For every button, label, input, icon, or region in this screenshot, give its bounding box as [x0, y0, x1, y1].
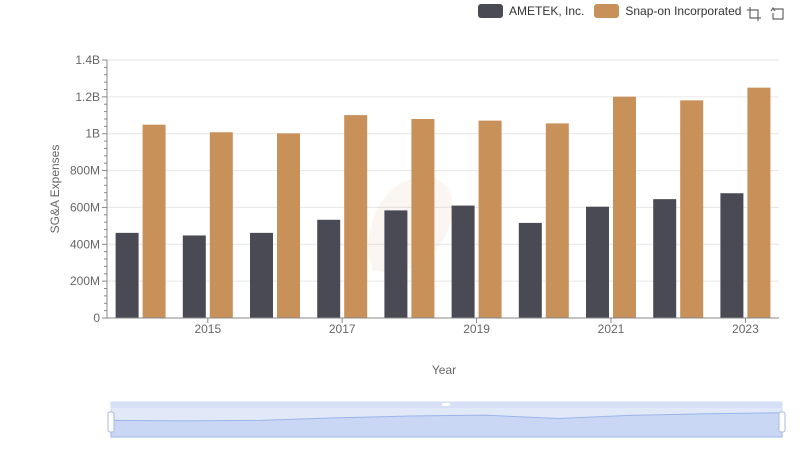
- bar-snap-on-2014[interactable]: [142, 124, 166, 318]
- bar-ametek-2018[interactable]: [384, 210, 408, 318]
- bar-snap-on-2022[interactable]: [680, 100, 704, 318]
- bar-snap-on-2018[interactable]: [411, 118, 435, 318]
- legend-swatch-ametek: [478, 4, 503, 18]
- data-zoom-move-handle[interactable]: [442, 403, 450, 406]
- y-tick-label: 600M: [70, 200, 100, 214]
- data-zoom-left-handle[interactable]: [107, 411, 115, 433]
- bar-ametek-2016[interactable]: [250, 232, 273, 318]
- data-zoom-right-handle[interactable]: [778, 411, 786, 433]
- toolbox: [746, 6, 786, 22]
- bar-snap-on-2015[interactable]: [209, 132, 233, 318]
- axes: [102, 59, 779, 323]
- bar-ametek-2023[interactable]: [720, 193, 744, 318]
- y-tick-label: 1.2B: [75, 90, 100, 104]
- bar-snap-on-2023[interactable]: [747, 87, 771, 319]
- bar-ametek-2021[interactable]: [586, 206, 609, 318]
- bar-snap-on-2020[interactable]: [545, 123, 569, 318]
- y-tick-label: 200M: [70, 274, 100, 288]
- bar-snap-on-2016[interactable]: [277, 133, 300, 318]
- x-tick-label: 2021: [598, 322, 625, 336]
- y-tick-label: 1.4B: [75, 53, 100, 67]
- legend-label-ametek: AMETEK, Inc.: [509, 4, 585, 18]
- legend-item-ametek[interactable]: AMETEK, Inc.: [478, 4, 584, 18]
- watermark-logo: [368, 177, 454, 273]
- restore-icon[interactable]: [770, 6, 786, 22]
- bar-ametek-2020[interactable]: [518, 222, 542, 318]
- bar-ametek-2014[interactable]: [115, 232, 139, 318]
- tick-labels: 0 200M 400M 600M 800M 1B 1.2B 1.4B 2015 2017 2019 2…: [70, 53, 759, 336]
- bar-ametek-2019[interactable]: [451, 205, 475, 318]
- y-tick-label: 800M: [70, 164, 100, 178]
- legend-item-snap-on[interactable]: Snap-on Incorporated: [594, 4, 741, 18]
- x-tick-label: 2017: [329, 322, 356, 336]
- y-tick-label: 0: [93, 311, 100, 325]
- bar-ametek-2017[interactable]: [317, 219, 341, 318]
- legend-swatch-snap-on: [594, 4, 620, 18]
- bars: [115, 87, 771, 319]
- y-tick-label: 1B: [85, 127, 100, 141]
- zoom-icon[interactable]: [746, 6, 762, 22]
- x-tick-label: 2015: [194, 322, 221, 336]
- y-tick-label: 400M: [70, 237, 100, 251]
- legend-label-snap-on: Snap-on Incorporated: [625, 4, 742, 18]
- x-tick-label: 2023: [732, 322, 759, 336]
- x-tick-label: 2019: [463, 322, 490, 336]
- data-zoom-slider[interactable]: [107, 401, 786, 438]
- bar-ametek-2022[interactable]: [653, 199, 677, 318]
- legend: AMETEK, Inc. Snap-on Incorporated: [478, 4, 741, 18]
- y-axis-label: SG&A Expenses: [48, 145, 62, 234]
- bar-ametek-2015[interactable]: [182, 235, 206, 318]
- bar-snap-on-2019[interactable]: [478, 120, 502, 318]
- x-axis-label: Year: [432, 363, 456, 377]
- bar-snap-on-2021[interactable]: [613, 96, 636, 319]
- bar-snap-on-2017[interactable]: [344, 115, 368, 318]
